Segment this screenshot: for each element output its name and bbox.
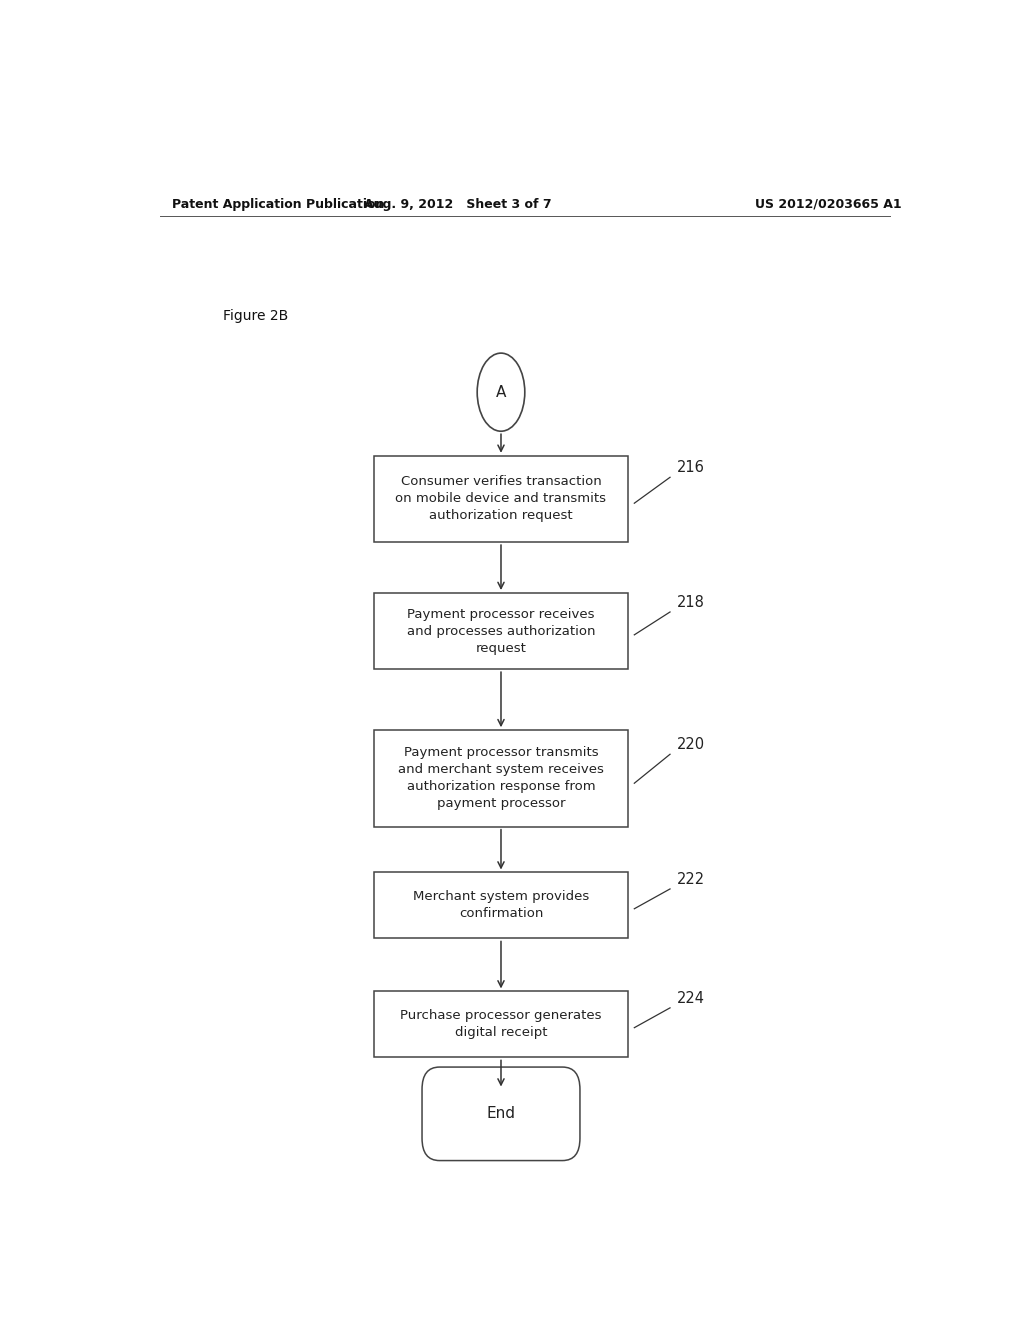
FancyBboxPatch shape — [374, 991, 628, 1057]
Text: 224: 224 — [677, 991, 705, 1006]
Text: 222: 222 — [677, 873, 705, 887]
FancyBboxPatch shape — [422, 1067, 580, 1160]
Text: 218: 218 — [677, 595, 705, 610]
Text: Purchase processor generates
digital receipt: Purchase processor generates digital rec… — [400, 1010, 602, 1039]
Text: US 2012/0203665 A1: US 2012/0203665 A1 — [755, 198, 901, 211]
Text: Merchant system provides
confirmation: Merchant system provides confirmation — [413, 891, 589, 920]
Text: Aug. 9, 2012   Sheet 3 of 7: Aug. 9, 2012 Sheet 3 of 7 — [364, 198, 551, 211]
FancyBboxPatch shape — [374, 730, 628, 826]
FancyBboxPatch shape — [374, 455, 628, 543]
Text: Consumer verifies transaction
on mobile device and transmits
authorization reque: Consumer verifies transaction on mobile … — [395, 475, 606, 523]
FancyBboxPatch shape — [374, 593, 628, 669]
Text: 216: 216 — [677, 461, 705, 475]
Text: A: A — [496, 384, 506, 400]
Ellipse shape — [477, 354, 524, 432]
Text: Patent Application Publication: Patent Application Publication — [172, 198, 384, 211]
Text: Figure 2B: Figure 2B — [223, 309, 289, 323]
Text: End: End — [486, 1106, 515, 1121]
Text: Payment processor transmits
and merchant system receives
authorization response : Payment processor transmits and merchant… — [398, 746, 604, 810]
Text: Payment processor receives
and processes authorization
request: Payment processor receives and processes… — [407, 607, 595, 655]
Text: 220: 220 — [677, 738, 705, 752]
FancyBboxPatch shape — [374, 873, 628, 939]
